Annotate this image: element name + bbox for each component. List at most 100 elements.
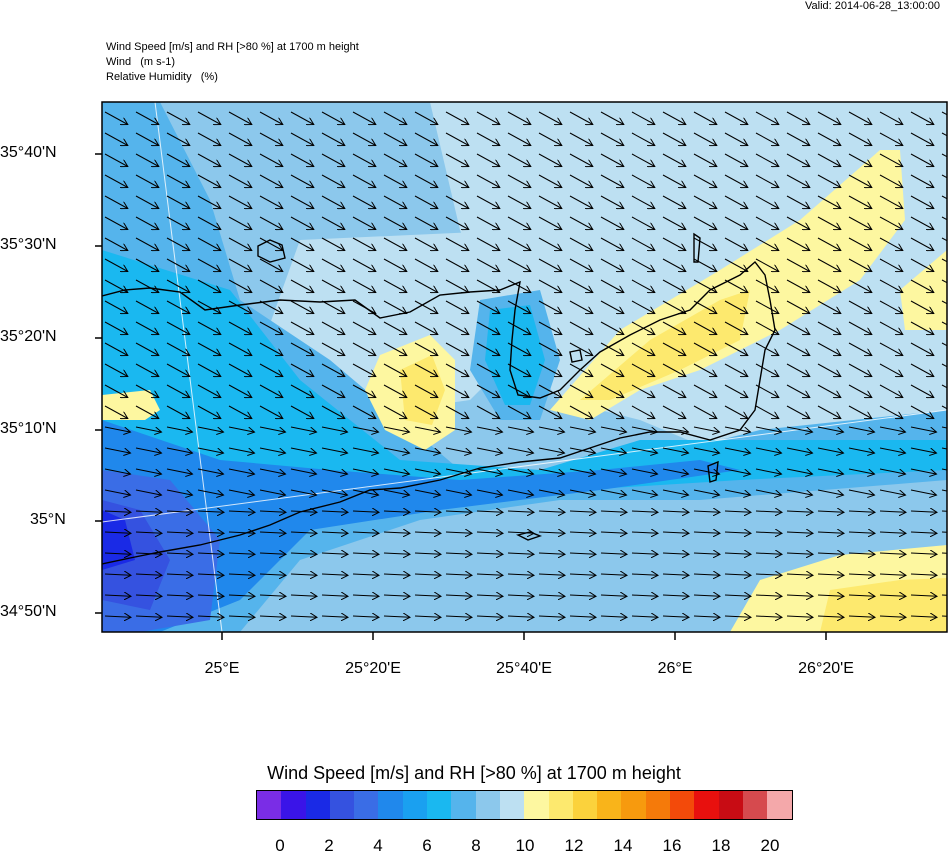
wind-arrow	[848, 595, 875, 596]
wind-arrow	[569, 616, 596, 617]
colorbar-swatch	[718, 791, 743, 819]
wind-arrow	[538, 195, 562, 209]
wind-arrow	[476, 132, 500, 146]
wind-arrow	[817, 279, 841, 293]
wind-arrow	[414, 258, 438, 272]
colorbar-tick-label: 4	[373, 836, 383, 855]
wind-arrow	[569, 511, 596, 512]
wind-arrow	[228, 195, 252, 209]
wind-arrow	[600, 447, 627, 453]
wind-arrow	[817, 153, 841, 167]
wind-arrow	[786, 426, 813, 432]
wind-arrow	[228, 132, 252, 146]
colorbar-swatch	[378, 791, 403, 819]
wind-arrow	[321, 195, 345, 209]
wind-arrow	[507, 468, 534, 474]
wind-arrow	[879, 195, 903, 209]
wind-arrow	[693, 616, 720, 617]
wind-arrow	[259, 595, 286, 596]
wind-arrow	[848, 489, 875, 495]
wind-arrow	[104, 258, 128, 272]
wind-arrow	[662, 216, 686, 230]
axis-ticks	[95, 153, 827, 640]
wind-arrow	[631, 426, 658, 432]
wind-arrow	[755, 532, 782, 533]
wind-arrow	[445, 258, 469, 272]
colorbar-tick-label: 0	[275, 836, 285, 855]
colorbar-swatch	[621, 791, 646, 819]
wind-arrow	[166, 595, 193, 596]
wind-arrow	[631, 132, 655, 146]
wind-arrow	[569, 216, 593, 230]
wind-arrow	[476, 195, 500, 209]
wind-arrow	[352, 216, 376, 230]
wind-subtitle: Wind (m s-1)	[106, 56, 176, 68]
colorbar	[256, 790, 793, 820]
colorbar-swatch	[402, 791, 428, 819]
wind-arrow	[507, 195, 531, 209]
wind-arrow	[321, 342, 345, 356]
wind-arrow	[600, 153, 624, 167]
wind-arrow	[290, 532, 317, 533]
wind-arrow	[538, 405, 562, 419]
wind-arrow	[600, 342, 624, 356]
lon-label: 25°E	[204, 660, 240, 677]
wind-arrow	[228, 111, 252, 125]
wind-arrow	[910, 532, 937, 533]
wind-arrow	[786, 321, 810, 335]
wind-arrow	[259, 447, 286, 453]
wind-arrow	[569, 279, 593, 293]
wind-arrow	[414, 468, 441, 474]
wind-arrow	[445, 468, 472, 474]
wind-arrow	[197, 279, 221, 293]
wind-arrow	[197, 174, 221, 188]
wind-arrow	[693, 363, 717, 377]
wind-arrow	[352, 384, 376, 398]
wind-arrow	[848, 553, 875, 554]
wind-arrow	[259, 342, 283, 356]
wind-arrow	[104, 111, 128, 125]
lat-label: 34°50'N	[0, 603, 57, 620]
wind-arrow	[724, 342, 748, 356]
wind-arrow	[693, 300, 717, 314]
wind-arrow	[383, 405, 407, 419]
wind-arrow	[879, 553, 906, 554]
wind-arrow	[817, 553, 844, 554]
wind-arrow	[569, 447, 596, 453]
wind-arrow	[569, 363, 593, 377]
colorbar-swatch	[451, 791, 476, 819]
wind-arrow	[414, 384, 438, 398]
wind-arrow	[755, 363, 779, 377]
wind-arrow	[724, 237, 748, 251]
wind-arrow	[724, 279, 748, 293]
wind-arrow	[724, 111, 748, 125]
wind-arrow	[786, 384, 810, 398]
wind-arrow	[631, 489, 658, 495]
wind-arrow	[755, 511, 782, 512]
wind-arrow	[166, 384, 190, 398]
wind-arrow	[290, 342, 314, 356]
wind-arrow	[135, 300, 159, 314]
wind-arrow	[662, 174, 686, 188]
wind-arrow	[786, 595, 813, 596]
wind-arrow	[600, 363, 624, 377]
wind-arrow	[259, 132, 283, 146]
wind-arrow	[166, 574, 193, 575]
wind-arrow	[259, 258, 283, 272]
colorbar-swatch	[281, 791, 306, 819]
wind-arrow	[755, 384, 779, 398]
wind-arrow	[786, 132, 810, 146]
wind-arrow	[352, 447, 379, 453]
colorbar-swatch	[475, 791, 500, 819]
wind-arrow	[476, 342, 500, 356]
wind-arrow	[786, 511, 813, 512]
wind-arrow	[197, 111, 221, 125]
colorbar-swatch	[548, 791, 573, 819]
wind-arrow	[507, 511, 534, 512]
wind-arrow	[445, 342, 469, 356]
wind-arrow	[104, 532, 131, 533]
wind-arrow	[259, 363, 283, 377]
wind-arrow	[848, 447, 875, 453]
wind-arrow	[662, 511, 689, 512]
wind-arrow	[817, 216, 841, 230]
